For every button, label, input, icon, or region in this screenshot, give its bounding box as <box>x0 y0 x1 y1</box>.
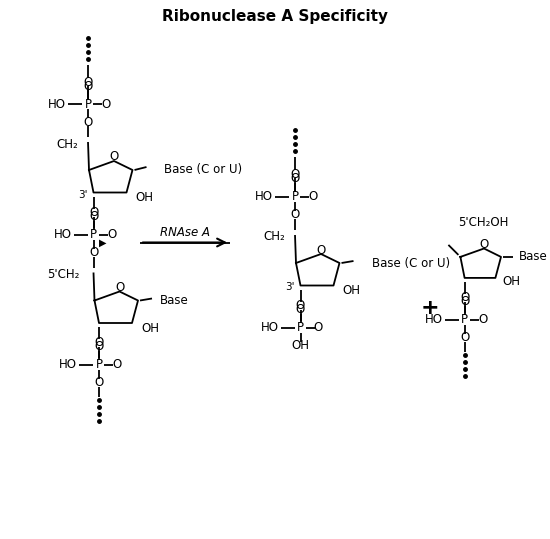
Text: P: P <box>90 228 97 241</box>
Text: O: O <box>314 321 323 334</box>
Text: O: O <box>95 341 103 354</box>
Text: P: P <box>85 98 91 110</box>
Text: O: O <box>107 228 116 241</box>
Text: Base (C or U): Base (C or U) <box>371 257 450 270</box>
Text: O: O <box>309 190 318 204</box>
Text: O: O <box>112 358 122 371</box>
Text: O: O <box>460 292 469 305</box>
Text: O: O <box>460 295 469 308</box>
Text: HO: HO <box>53 228 72 241</box>
Text: +: + <box>421 298 439 317</box>
Text: P: P <box>297 321 304 334</box>
Text: HO: HO <box>48 98 66 110</box>
Text: HO: HO <box>59 358 77 371</box>
Text: P: P <box>96 358 102 371</box>
Text: 3': 3' <box>285 282 294 293</box>
Text: O: O <box>290 172 300 185</box>
Text: O: O <box>115 281 124 294</box>
Text: CH₂: CH₂ <box>56 137 78 150</box>
Text: Base: Base <box>160 294 189 307</box>
Text: O: O <box>290 209 300 222</box>
Text: O: O <box>89 246 98 259</box>
Text: P: P <box>292 190 299 204</box>
Text: Base (C or U): Base (C or U) <box>164 163 243 176</box>
Text: Base: Base <box>519 251 548 264</box>
Text: RNAse A: RNAse A <box>160 226 210 239</box>
Text: O: O <box>478 313 487 327</box>
Text: 3': 3' <box>78 190 87 199</box>
Text: HO: HO <box>255 190 273 204</box>
Text: O: O <box>84 79 92 93</box>
Text: O: O <box>460 331 469 344</box>
Text: O: O <box>109 150 119 163</box>
Text: Ribonuclease A Specificity: Ribonuclease A Specificity <box>162 9 388 24</box>
Text: O: O <box>296 299 305 312</box>
Text: O: O <box>316 244 326 257</box>
Text: HO: HO <box>425 313 443 327</box>
Text: O: O <box>89 210 98 223</box>
Text: O: O <box>84 75 92 88</box>
Text: O: O <box>480 238 488 251</box>
Text: CH₂: CH₂ <box>263 231 285 244</box>
Text: OH: OH <box>343 284 360 297</box>
Text: O: O <box>95 336 103 349</box>
Text: 5'CH₂: 5'CH₂ <box>47 268 80 281</box>
Text: O: O <box>89 206 98 219</box>
Text: O: O <box>296 303 305 316</box>
Text: 5'CH₂OH: 5'CH₂OH <box>458 216 508 229</box>
Text: OH: OH <box>502 275 520 288</box>
Text: OH: OH <box>135 191 153 204</box>
Text: O: O <box>101 98 111 110</box>
Text: OH: OH <box>141 321 159 335</box>
Text: OH: OH <box>292 339 310 352</box>
Text: ▶: ▶ <box>98 238 106 247</box>
Text: O: O <box>95 377 103 390</box>
Text: O: O <box>290 168 300 181</box>
Text: HO: HO <box>261 321 278 334</box>
Text: P: P <box>461 313 468 327</box>
Text: O: O <box>84 115 92 128</box>
